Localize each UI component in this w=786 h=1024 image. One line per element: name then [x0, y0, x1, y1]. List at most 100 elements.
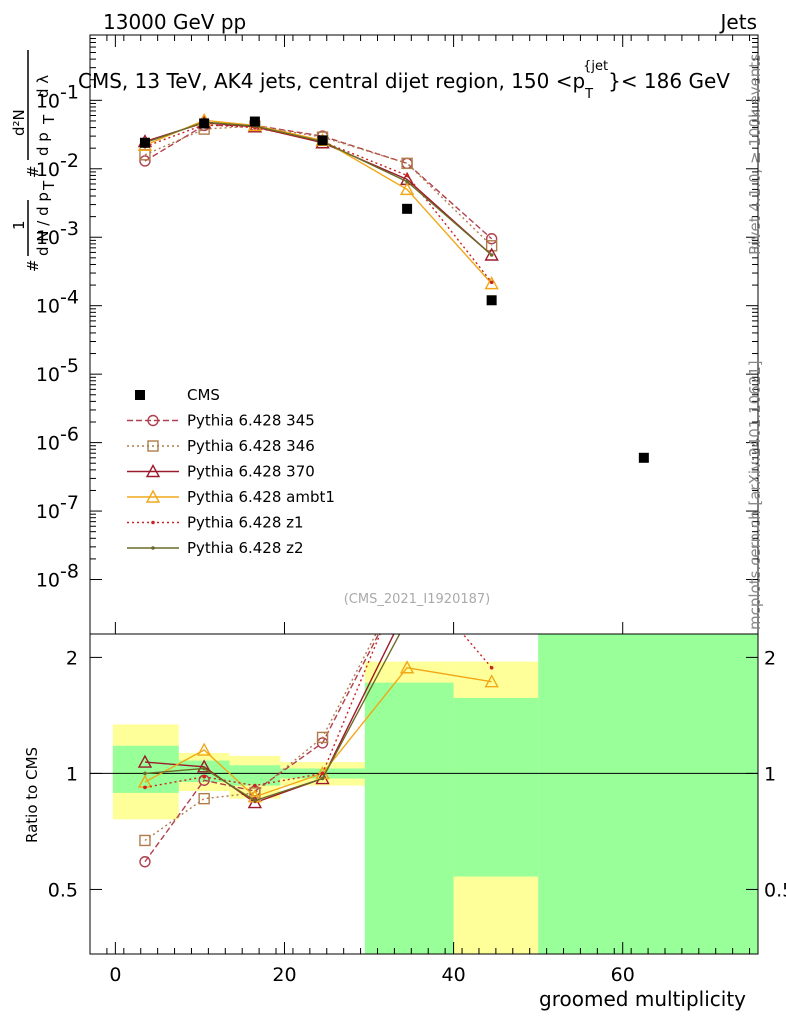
main-series-4-point-5 — [489, 280, 494, 285]
ratio-series-group — [137, 634, 499, 868]
ratio-y-tick-label-right-1: 1 — [764, 763, 776, 785]
y-tick-label-0: 10 — [36, 570, 60, 592]
main-series-0-point-0 — [139, 155, 151, 167]
data-point-2 — [249, 116, 260, 127]
ylabel-dN: d N / d p — [34, 192, 52, 256]
y-tick-label-2: 10 — [36, 433, 60, 455]
y-tick-exponent-2: -6 — [60, 424, 79, 446]
header-right: Jets — [719, 10, 757, 34]
data-point-0 — [139, 137, 150, 148]
legend-marker-0 — [147, 414, 159, 427]
ratio-y-tick-label-left-0: 0.5 — [48, 879, 78, 901]
ratio-series-5-point-0 — [143, 771, 147, 776]
rivet-version-label: Rivet 4.1.0, ≥ 100k events — [746, 54, 764, 255]
ratio-plot — [137, 634, 499, 868]
y-tick-exponent-0: -8 — [60, 561, 79, 583]
ratio-series-3-point-1 — [196, 742, 212, 756]
ratio-series-1-point-0 — [139, 834, 151, 847]
data-point-3 — [317, 135, 328, 146]
y-tick-exponent-5: -3 — [60, 218, 79, 240]
main-series-0-point-4 — [401, 157, 413, 170]
legend-label-3: Pythia 6.428 ambt1 — [187, 488, 335, 506]
y-tick-exponent-1: -7 — [60, 492, 79, 514]
x-tick-label-3: 60 — [611, 964, 635, 986]
main-series-2-point-5 — [484, 247, 499, 261]
ratio-series-3-point-5 — [484, 674, 499, 688]
plot-title: CMS, 13 TeV, AK4 jets, central dijet reg… — [78, 59, 730, 102]
mcplots-label: mcplots.cern.ch [arXiv:2401.10621] — [746, 360, 764, 630]
y-tick-label-6: 10 — [36, 159, 60, 181]
legend-marker-3 — [145, 489, 161, 503]
ratio-series-line-1 — [144, 634, 377, 842]
legend-marker-4 — [151, 520, 155, 525]
ratio-series-line-4 — [144, 634, 493, 789]
ratio-series-4-point-1 — [202, 775, 206, 779]
ylabel-one: 1 — [10, 220, 28, 230]
ratio-band-11 — [453, 697, 539, 877]
x-tick-label-1: 20 — [272, 964, 296, 986]
plot-title-suffix: }< 186 GeV — [608, 69, 730, 93]
legend-cms-label: CMS — [187, 386, 220, 404]
ratio-series-4-point-3 — [320, 771, 325, 776]
data-point-1 — [199, 118, 210, 129]
ylabel-dlambda: d λ — [34, 75, 52, 98]
data-point-6 — [638, 452, 649, 463]
ylabel-T-1: T — [40, 180, 58, 191]
legend-label-0: Pythia 6.428 345 — [187, 412, 315, 430]
main-series-3-point-4 — [399, 181, 415, 196]
main-series-line-5 — [144, 121, 493, 256]
plot-title-sub: T — [584, 87, 593, 102]
ratio-plot-frame — [89, 633, 759, 955]
ratio-series-line-3 — [144, 666, 492, 798]
ratio-series-0-point-0 — [139, 856, 151, 868]
legend: CMS Pythia 6.428 345 Pythia 6.428 346 Pythi… — [127, 386, 335, 557]
ratio-series-1-point-1 — [198, 792, 210, 805]
ratio-y-tick-label-right-2: 2 — [764, 647, 776, 669]
main-series-4-point-4 — [405, 173, 409, 178]
legend-marker-5 — [151, 546, 155, 550]
ratio-y-tick-label-left-2: 2 — [66, 647, 78, 669]
ratio-y-axis-label: Ratio to CMS — [23, 747, 41, 843]
y-tick-label-5: 10 — [36, 227, 60, 249]
x-tick-label-0: 0 — [109, 964, 121, 986]
y-tick-exponent-3: -5 — [60, 355, 79, 377]
ylabel-d2N: d²N — [10, 109, 28, 136]
legend-cms-marker — [135, 390, 145, 400]
main-series-line-0 — [144, 124, 493, 240]
ratio-series-5-point-3 — [320, 776, 325, 781]
ratio-y-tick-label-right-0: 0.5 — [764, 879, 786, 901]
main-series-5-point-5 — [489, 253, 494, 257]
legend-marker-2 — [145, 464, 161, 478]
main-series-1-point-4 — [401, 157, 413, 170]
main-series-line-3 — [144, 119, 493, 285]
x-axis-label: groomed multiplicity — [539, 987, 746, 1011]
ratio-series-2-point-0 — [137, 754, 153, 768]
y-tick-exponent-6: -2 — [60, 150, 79, 172]
ylabel-hash-1: # — [24, 259, 42, 272]
ylabel-dpT: d p — [34, 132, 52, 156]
ratio-band-12 — [538, 634, 758, 954]
ratio-series-line-2 — [144, 634, 395, 804]
ratio-band-10 — [364, 682, 454, 954]
ratio-band-8 — [229, 765, 281, 786]
plot-title-prefix: CMS, 13 TeV, AK4 jets, central dijet reg… — [78, 69, 585, 93]
legend-marker-1 — [147, 440, 159, 452]
y-tick-label-3: 10 — [36, 364, 60, 386]
y-tick-label-7: 10 — [36, 90, 60, 112]
y-tick-exponent-4: -4 — [60, 287, 79, 309]
ratio-y-tick-label-left-1: 1 — [66, 763, 78, 785]
ratio-series-line-5 — [144, 634, 401, 802]
ratio-uncertainty-bands — [90, 634, 758, 954]
ratio-series-1-point-3 — [316, 731, 329, 744]
header-left: 13000 GeV pp — [103, 10, 246, 34]
plot-title-sup: {jet — [583, 59, 608, 74]
main-series-3-point-5 — [484, 276, 499, 290]
data-point-5 — [486, 295, 497, 306]
main-series-5-point-4 — [405, 179, 409, 184]
ratio-series-5-point-1 — [202, 766, 206, 771]
ratio-series-4-point-2 — [253, 783, 257, 788]
ylabel-hash-2: # — [24, 165, 42, 178]
main-series-0-point-5 — [485, 233, 498, 245]
main-series-1-point-5 — [485, 240, 498, 252]
